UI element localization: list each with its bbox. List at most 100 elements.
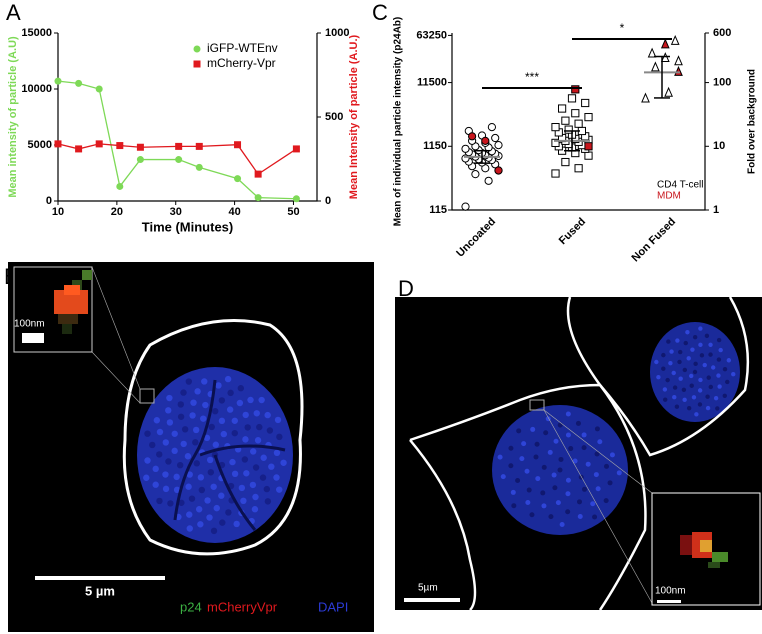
texture <box>211 407 219 415</box>
marker <box>54 140 62 148</box>
marker <box>551 123 560 132</box>
texture <box>218 492 225 499</box>
zoom-line <box>91 351 141 404</box>
y-tick-label: 0 <box>46 195 52 207</box>
texture <box>208 423 215 431</box>
texture <box>543 430 549 436</box>
texture <box>681 387 687 392</box>
texture <box>577 514 583 520</box>
texture <box>572 458 578 464</box>
scale-bar <box>657 600 681 603</box>
texture <box>264 411 271 419</box>
texture <box>225 509 232 516</box>
micrograph-b: 100nm 5 µm p24 mCherryVpr DAPI <box>8 262 374 632</box>
x-tick-label: Uncoated <box>454 216 498 260</box>
texture <box>238 484 246 492</box>
texture <box>268 463 275 470</box>
texture <box>256 423 263 431</box>
marker <box>674 65 683 76</box>
texture <box>162 485 170 493</box>
y-axis-label: Mean intensity of particle (A.U) <box>7 36 19 198</box>
texture <box>218 417 226 425</box>
texture <box>263 485 271 493</box>
texture <box>656 374 661 380</box>
texture <box>565 477 571 483</box>
texture <box>540 490 546 496</box>
marker <box>292 145 300 153</box>
texture <box>165 407 172 414</box>
legend-text: p24 <box>180 599 202 614</box>
texture <box>192 439 199 446</box>
texture <box>672 395 677 400</box>
scale-bar <box>22 333 44 343</box>
texture <box>557 422 563 428</box>
y-tick-label: 10000 <box>21 83 52 95</box>
texture <box>156 451 163 458</box>
texture <box>541 464 547 470</box>
marker <box>254 170 262 178</box>
zoom-line <box>543 409 653 494</box>
texture <box>218 397 226 404</box>
texture <box>237 385 245 392</box>
y2-tick-label: 100 <box>713 76 731 88</box>
texture <box>165 458 172 465</box>
texture <box>204 497 211 504</box>
cell-outline <box>122 319 304 556</box>
texture <box>616 470 622 476</box>
texture <box>231 429 238 437</box>
texture <box>185 378 193 385</box>
scale-bar <box>404 598 460 602</box>
texture <box>722 366 728 372</box>
texture <box>686 405 692 411</box>
texture <box>683 340 688 346</box>
texture <box>173 473 180 481</box>
texture <box>210 527 218 535</box>
texture <box>266 427 274 434</box>
texture <box>568 446 574 452</box>
marker <box>195 142 203 150</box>
texture <box>585 461 591 467</box>
legend-label: iGFP-WTEnv <box>207 41 278 55</box>
y2-axis-label: Mean Intensity of particle (A.U.) <box>348 34 360 199</box>
marker <box>54 77 62 85</box>
marker <box>116 142 124 150</box>
texture <box>708 384 713 390</box>
texture <box>144 457 151 464</box>
y-tick-label: 15000 <box>21 27 52 39</box>
texture <box>693 361 698 367</box>
marker <box>584 151 593 160</box>
texture <box>669 349 674 354</box>
x-tick-label: Non Fused <box>629 216 678 265</box>
texture <box>201 378 208 385</box>
texture <box>242 436 249 443</box>
texture <box>697 388 703 393</box>
pixel <box>82 270 92 280</box>
texture <box>171 447 178 455</box>
significance-label: *** <box>525 70 539 84</box>
significance-label: * <box>620 21 625 35</box>
texture <box>249 448 257 455</box>
texture <box>244 424 251 431</box>
texture <box>682 397 687 403</box>
texture <box>166 419 174 426</box>
pixel <box>58 314 78 324</box>
texture <box>202 401 209 409</box>
marker <box>584 142 593 151</box>
y-tick-label: 11500 <box>417 76 447 88</box>
texture <box>192 426 200 434</box>
texture <box>535 476 541 482</box>
texture <box>663 397 668 402</box>
marker <box>574 164 583 173</box>
texture <box>689 383 694 388</box>
texture <box>276 433 283 441</box>
x-tick-label: 40 <box>228 206 240 218</box>
y2-tick-label: 600 <box>713 27 731 39</box>
marker <box>561 157 570 167</box>
zoom-box <box>529 399 545 411</box>
texture <box>668 360 673 366</box>
texture <box>697 402 703 407</box>
texture <box>708 342 713 347</box>
texture <box>716 357 722 362</box>
panel-label: D <box>398 276 414 301</box>
texture <box>557 467 563 473</box>
